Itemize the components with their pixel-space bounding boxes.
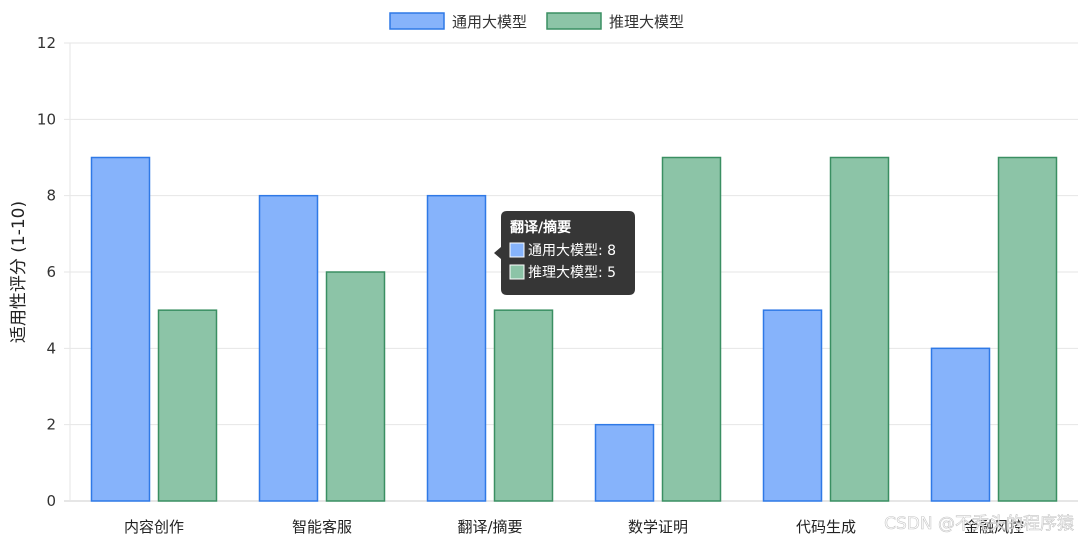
tooltip-swatch [509, 242, 525, 258]
bar-general-1[interactable] [258, 194, 319, 502]
bar-reasoning-0[interactable] [157, 309, 218, 502]
y-tick-label: 12 [37, 34, 56, 52]
x-tick-label: 金融风控 [964, 518, 1024, 536]
y-tick-label: 2 [46, 416, 56, 434]
bars-layer [90, 156, 1058, 502]
tooltip-title: 翻译/摘要 [510, 219, 571, 236]
legend-swatch [546, 12, 602, 30]
y-tick-label: 6 [46, 263, 56, 281]
x-tick-label: 智能客服 [292, 518, 352, 536]
legend-item-reasoning[interactable]: 推理大模型 [546, 12, 684, 31]
tooltip-box [494, 211, 635, 295]
legend-swatch [389, 12, 445, 30]
bar-reasoning-2[interactable] [493, 309, 554, 502]
grid-layer [64, 42, 1078, 502]
y-tick-label: 8 [46, 187, 56, 205]
x-tick-label: 内容创作 [124, 518, 184, 536]
tooltip-line: 通用大模型: 8 [528, 243, 616, 259]
watermark: CSDN @不秃头的程序猿 [884, 514, 1074, 534]
legend-label: 推理大模型 [609, 13, 684, 31]
bar-general-5[interactable] [930, 347, 991, 502]
bar-general-2[interactable] [426, 194, 487, 502]
x-tick-label: 数学证明 [628, 518, 688, 536]
y-axis-ticks: 0 2 4 6 8 10 12 [37, 34, 56, 510]
x-tick-label: 代码生成 [796, 518, 856, 536]
bar-reasoning-1[interactable] [325, 271, 386, 502]
y-tick-label: 10 [37, 110, 56, 128]
tooltip-swatch [509, 264, 525, 280]
bar-general-0[interactable] [90, 156, 151, 502]
bar-reasoning-3[interactable] [661, 156, 722, 502]
x-tick-label: 翻译/摘要 [457, 518, 522, 536]
y-tick-label: 4 [46, 339, 56, 357]
bar-general-3[interactable] [594, 423, 655, 502]
y-axis-label: 适用性评分 (1-10) [9, 201, 29, 343]
tooltip-line: 推理大模型: 5 [528, 265, 616, 281]
bar-reasoning-5[interactable] [997, 156, 1058, 502]
bar-reasoning-4[interactable] [829, 156, 890, 502]
legend-item-general[interactable]: 通用大模型 [389, 12, 527, 31]
legend-label: 通用大模型 [452, 13, 527, 31]
bar-general-4[interactable] [762, 309, 823, 502]
x-axis-categories: 内容创作 智能客服 翻译/摘要 数学证明 代码生成 金融风控 [124, 518, 1024, 536]
legend[interactable]: 通用大模型 推理大模型 [389, 12, 684, 31]
y-tick-label: 0 [46, 492, 56, 510]
